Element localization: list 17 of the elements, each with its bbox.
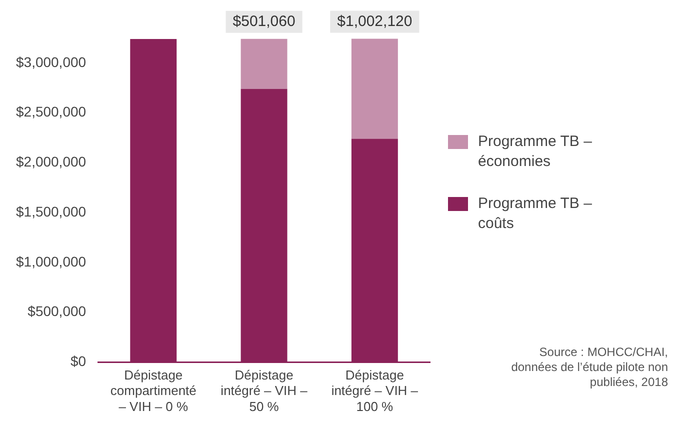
y-tick-label: $500,000: [28, 303, 86, 320]
y-tick-label: $3,000,000: [16, 54, 86, 70]
bar: [240, 38, 288, 89]
source-note: Source : MOHCC/CHAI, données de l’étude pilote non publiées, 2018: [510, 345, 668, 390]
y-tick-label: $1,500,000: [16, 203, 86, 220]
x-tick-label: Dépistage compartimenté – VIH – 0 %: [110, 368, 196, 414]
bar: [351, 38, 398, 139]
x-tick-label: Dépistage intégré – VIH – 50 %: [220, 368, 308, 414]
x-tick-label: Dépistage intégré – VIH – 100 %: [331, 368, 419, 414]
data-label: $1,002,120: [337, 12, 412, 30]
y-tick-label: $2,000,000: [16, 154, 86, 170]
y-tick-label: $2,500,000: [16, 104, 86, 120]
legend-label: Programme TB – économies: [478, 132, 593, 172]
data-label: $501,060: [232, 13, 296, 30]
legend-label: Programme TB – coûts: [478, 194, 593, 234]
y-tick-label: $0: [70, 353, 86, 370]
y-tick-label: $1,000,000: [16, 253, 86, 270]
